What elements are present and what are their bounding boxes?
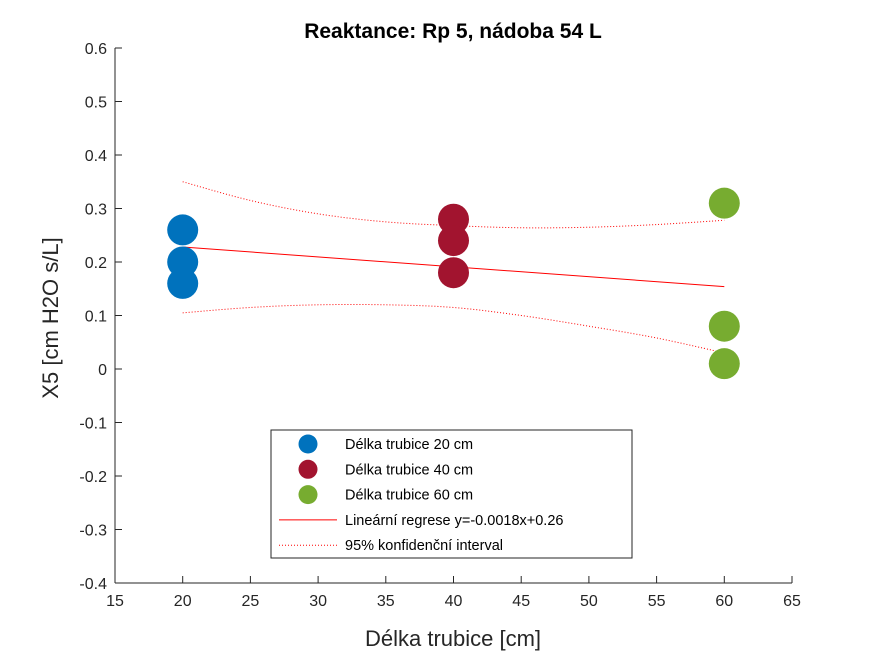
data-point (708, 187, 740, 219)
y-tick-label: -0.1 (79, 416, 107, 433)
legend-label: Délka trubice 40 cm (345, 462, 473, 478)
y-tick-label: 0.5 (85, 95, 107, 112)
legend: Délka trubice 20 cm Délka trubice 40 cm Dé… (270, 429, 633, 559)
chart-title: Reaktance: Rp 5, nádoba 54 L (304, 20, 602, 43)
x-axis-label: Délka trubice [cm] (365, 626, 541, 651)
x-tick-label: 20 (174, 593, 192, 610)
y-tick-label: -0.3 (79, 523, 107, 540)
y-tick-label: -0.4 (79, 576, 107, 593)
x-tick-label: 35 (377, 593, 395, 610)
data-points (167, 187, 740, 380)
legend-label: Délka trubice 20 cm (345, 437, 473, 453)
ci-lower-line (182, 303, 725, 354)
data-point (167, 214, 199, 246)
legend-label: 95% konfidenční interval (345, 538, 503, 554)
x-tick-label: 65 (783, 593, 801, 610)
x-tick-label: 60 (715, 593, 733, 610)
legend-label: Lineární regrese y=-0.0018x+0.26 (345, 513, 563, 529)
confidence-interval-lines (182, 181, 725, 354)
x-tick-label: 40 (445, 593, 463, 610)
y-tick-label: 0.2 (85, 255, 107, 272)
x-tick-label: 45 (512, 593, 530, 610)
legend-label: Délka trubice 60 cm (345, 488, 473, 504)
legend-box (270, 429, 633, 559)
x-tick-label: 25 (242, 593, 260, 610)
data-point (167, 267, 199, 299)
data-point (167, 246, 199, 278)
x-tick-label: 30 (309, 593, 327, 610)
y-tick-label: 0.3 (85, 202, 107, 219)
y-tick-label: 0 (98, 362, 107, 379)
data-point (438, 225, 469, 257)
x-tick-label: 15 (106, 593, 124, 610)
data-point (438, 203, 469, 235)
x-tick-label: 50 (580, 593, 598, 610)
data-point (438, 257, 469, 289)
data-point (708, 348, 740, 380)
axes: 15 20 25 30 35 40 45 50 55 60 65 -0.4 -0.3 -0.2 -0.1 0 0… (79, 41, 801, 610)
legend-marker (298, 434, 318, 454)
ci-upper-line (182, 181, 725, 229)
x-tick-label: 55 (648, 593, 666, 610)
data-point (708, 310, 740, 342)
y-tick-label: 0.6 (85, 41, 107, 58)
legend-marker (298, 485, 318, 505)
legend-marker (298, 459, 318, 479)
y-tick-label: 0.4 (85, 148, 107, 165)
y-axis-label: X5 [cm H2O s/L] (38, 237, 63, 398)
y-tick-label: 0.1 (85, 309, 107, 326)
y-tick-label: -0.2 (79, 469, 107, 486)
